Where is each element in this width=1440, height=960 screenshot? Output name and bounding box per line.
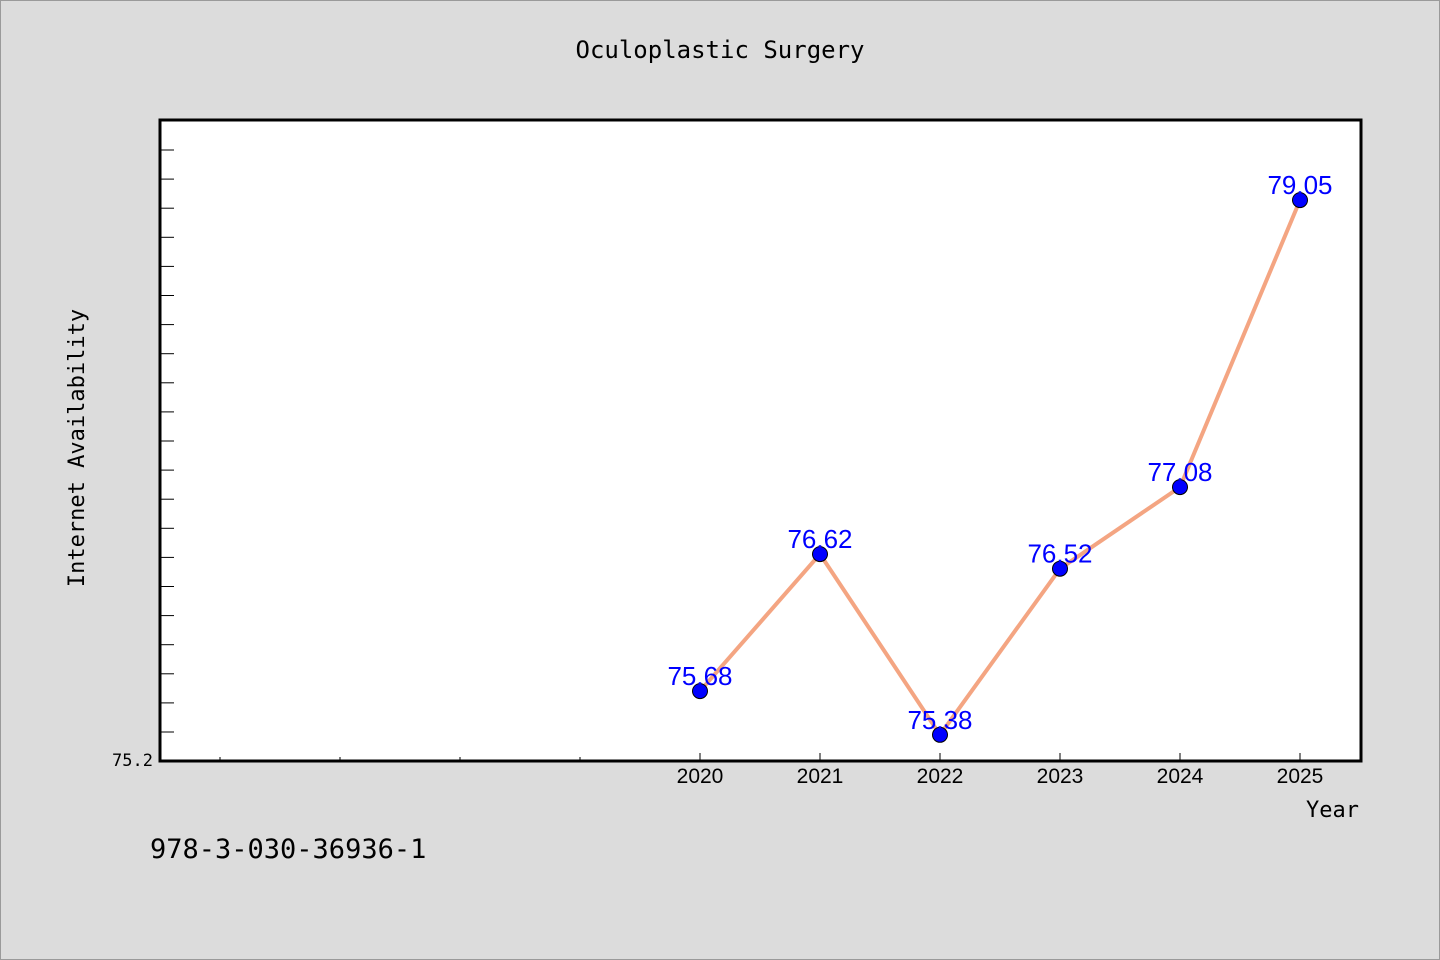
footer-code: 978-3-030-36936-1 — [150, 834, 427, 865]
x-tick-label: 2024 — [1157, 765, 1204, 788]
x-tick-label: 2021 — [797, 765, 844, 788]
x-tick-label: 2022 — [917, 765, 964, 788]
y-tick-label: 75.2 — [112, 751, 153, 771]
data-label: 79.05 — [1267, 170, 1332, 200]
x-tick-labels: 2020 2021 2022 2023 2024 2025 — [677, 765, 1324, 788]
x-axis-ticks — [219, 753, 1301, 761]
data-point — [1172, 479, 1188, 496]
data-point — [692, 683, 708, 700]
series-line — [698, 199, 1302, 737]
data-label: 76.62 — [787, 524, 852, 554]
data-markers — [692, 192, 1308, 743]
plot-area — [158, 118, 1363, 763]
x-tick-label: 2020 — [677, 765, 724, 788]
data-point — [1292, 192, 1308, 209]
y-axis-label: Internet Availability — [65, 309, 90, 587]
data-label: 75.38 — [907, 705, 972, 735]
data-label: 77.08 — [1147, 457, 1212, 487]
x-tick-label: 2023 — [1037, 765, 1084, 788]
data-label: 76.52 — [1027, 539, 1092, 569]
chart-title: Oculoplastic Surgery — [575, 36, 865, 64]
y-axis-ticks — [160, 120, 174, 733]
x-tick-label: 2025 — [1277, 765, 1324, 788]
data-point — [1052, 560, 1068, 577]
data-label: 75.68 — [667, 661, 732, 691]
x-axis-label: Year — [1306, 798, 1359, 823]
data-point — [812, 546, 828, 563]
data-labels: 75.68 76.62 75.38 76.52 77.08 79.05 — [667, 170, 1332, 735]
data-point — [932, 726, 948, 743]
